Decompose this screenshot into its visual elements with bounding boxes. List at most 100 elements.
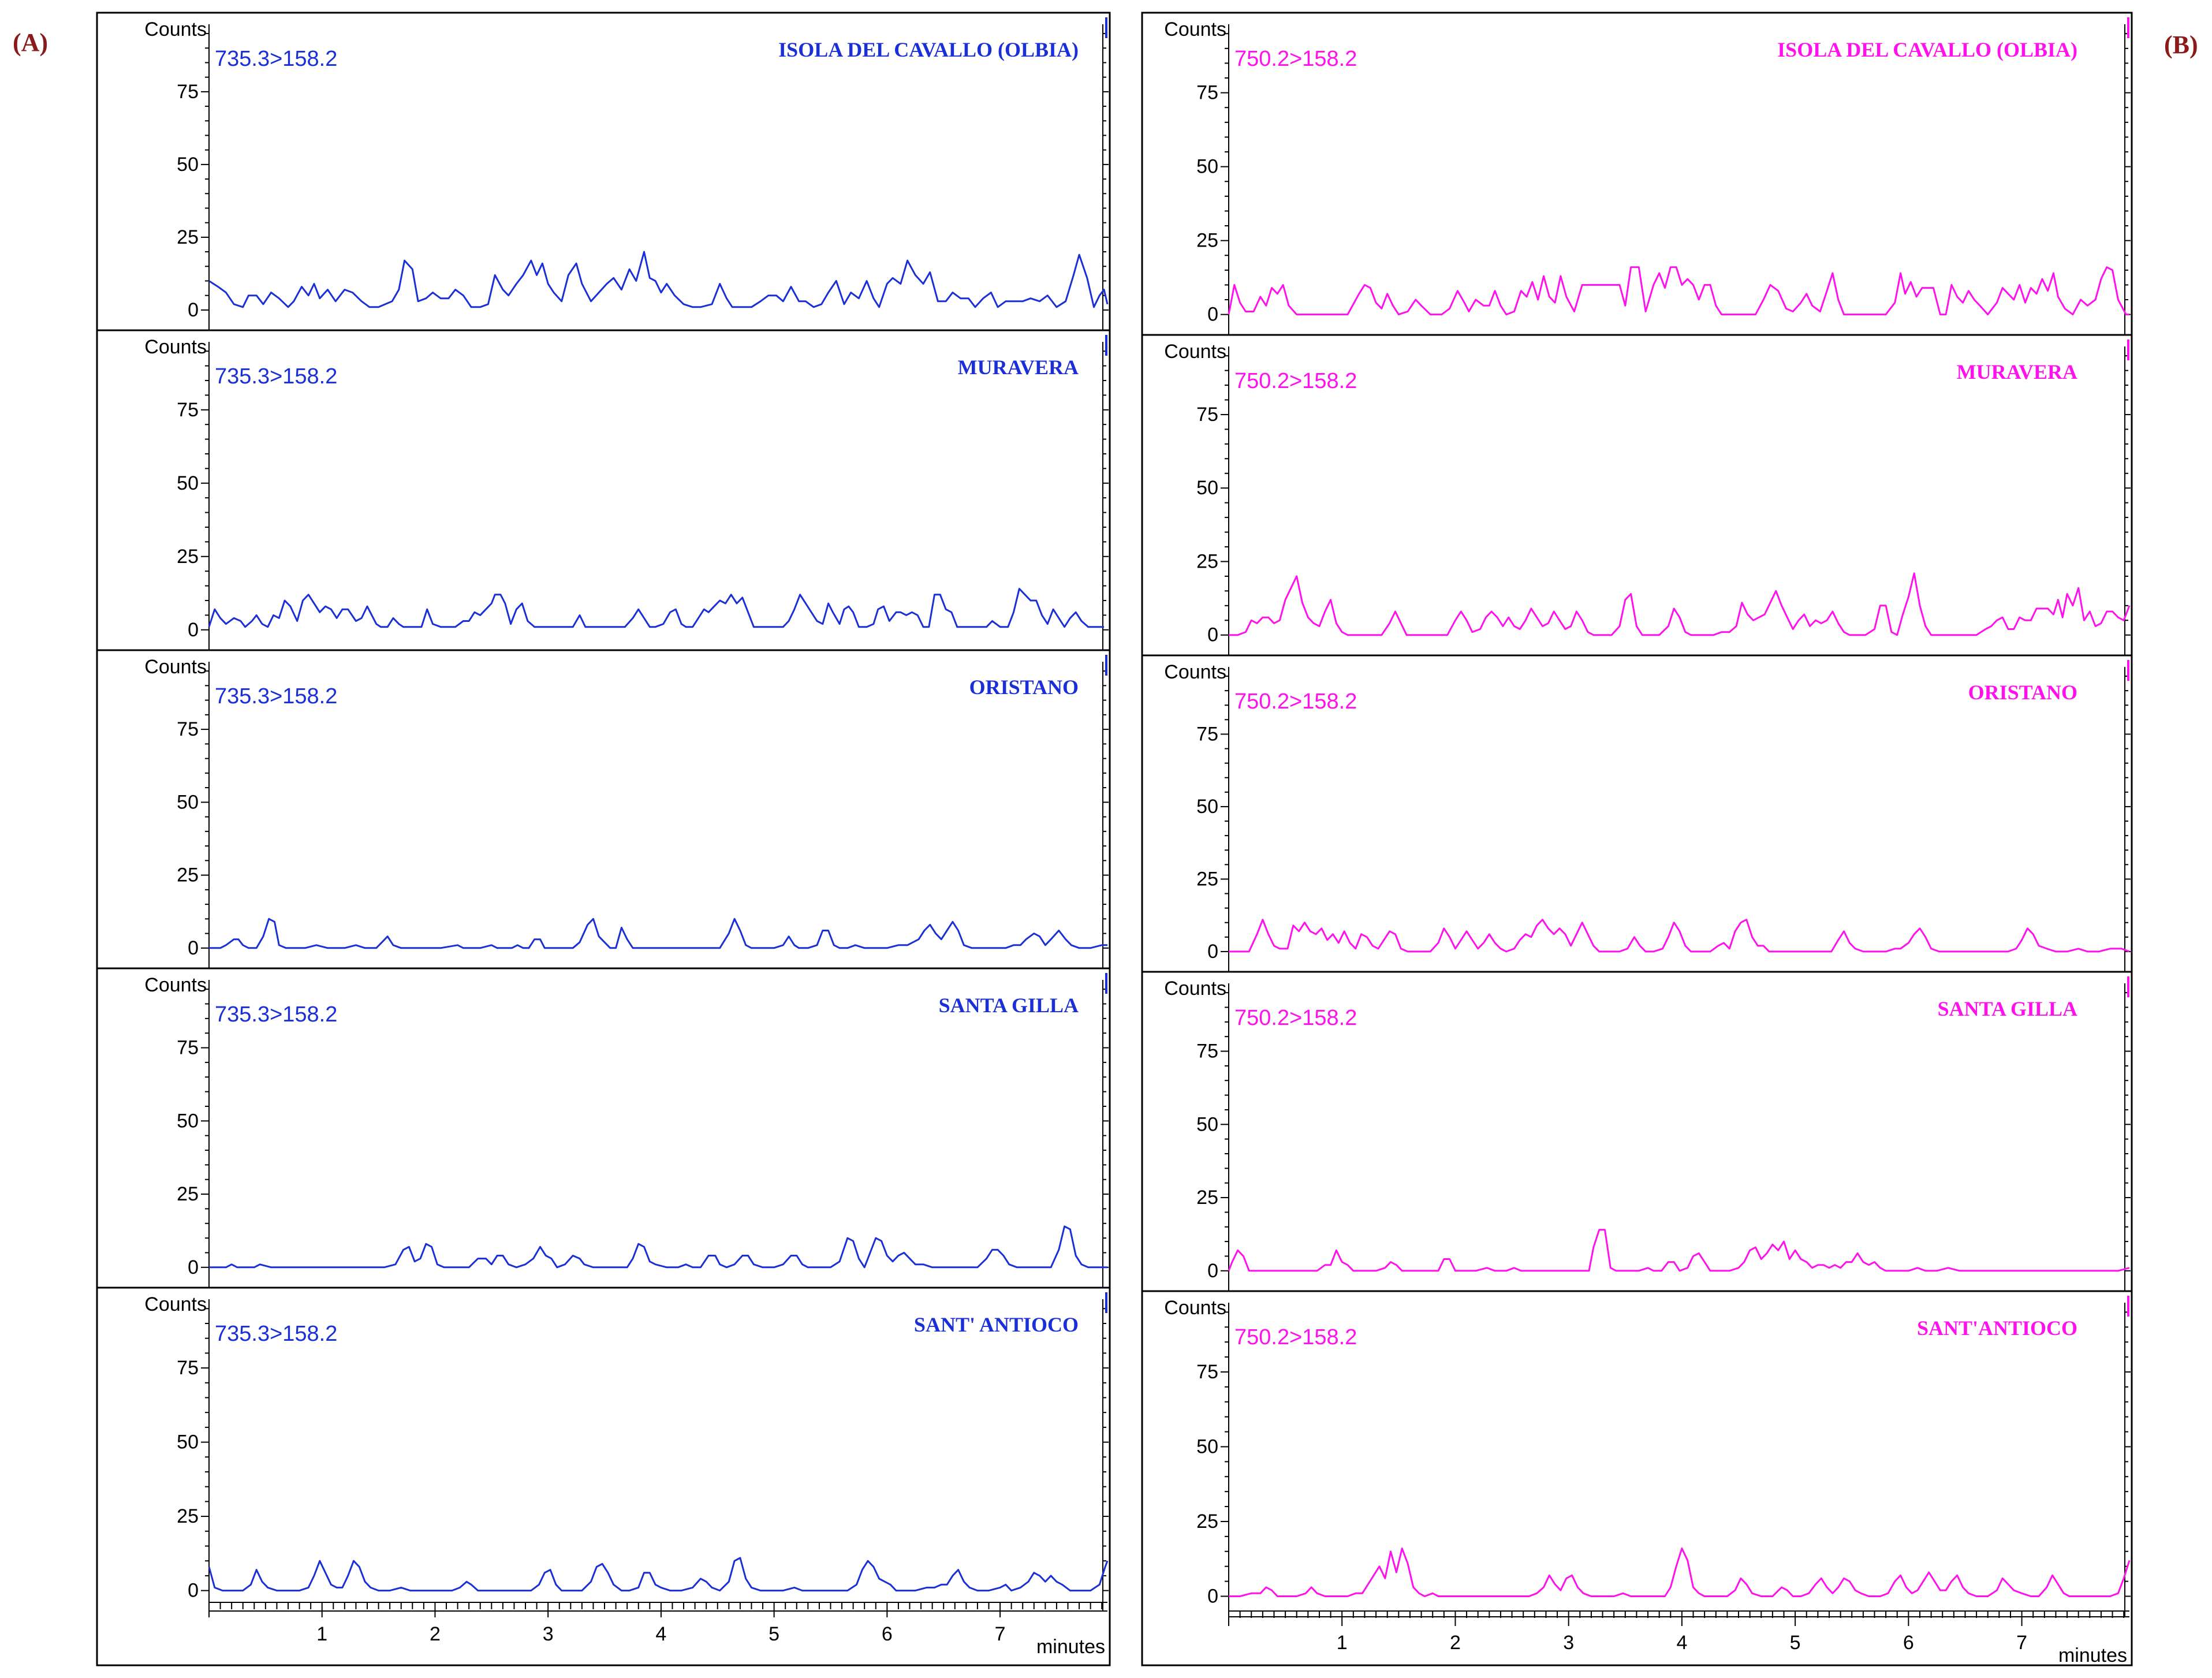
x-tick-label: 1 (316, 1623, 327, 1645)
y-tick-label: 50 (177, 154, 199, 176)
y-axis-label: Counts (144, 1293, 207, 1315)
trace-panel: 0 25 50 75 Counts 750.2>158.2 ISOLA DEL CAVALL… (1164, 17, 2131, 335)
x-tick-label: 4 (655, 1623, 666, 1645)
x-tick-label: 2 (430, 1623, 441, 1645)
x-tick-label: 7 (995, 1623, 1006, 1645)
y-tick-label: 75 (1196, 404, 1218, 426)
trace-panel: 0 25 50 75 Counts 750.2>158.2 ORISTANO (1142, 654, 2132, 972)
y-axis-label: Counts (144, 974, 207, 996)
trace-panel: 0 25 50 75 Counts 735.3>158.2 MURAVERA (97, 329, 1110, 651)
panel-label-b: (B) (2164, 31, 2198, 59)
x-tick-label: 7 (2016, 1632, 2027, 1654)
site-title: ORISTANO (1968, 681, 2077, 704)
chart-panel-b: 0 25 50 75 Counts 750.2>158.2 ISOLA DEL CAVALL… (1141, 12, 2133, 1666)
chromatogram-line (1229, 1548, 2131, 1597)
site-title: SANT' ANTIOCO (914, 1313, 1079, 1336)
trace-panel: 0 25 50 75 Counts 750.2>158.2 SANTA GILLA (1142, 971, 2132, 1292)
y-tick-label: 50 (177, 1431, 199, 1453)
transition-label: 750.2>158.2 (1234, 369, 1357, 393)
y-tick-label: 25 (1196, 1511, 1218, 1532)
y-tick-label: 25 (177, 546, 199, 568)
y-axis-label: Counts (144, 18, 207, 40)
x-tick-label: 6 (1903, 1632, 1914, 1654)
x-axis-label: minutes (2058, 1645, 2127, 1666)
chromatogram-line (1228, 1229, 2130, 1272)
x-tick-label: 4 (1676, 1632, 1687, 1654)
y-tick-label: 50 (1196, 1113, 1218, 1135)
site-title: MURAVERA (958, 356, 1079, 379)
chromatogram-line (1229, 572, 2131, 636)
y-axis-label: Counts (1164, 1297, 1226, 1319)
y-tick-label: 0 (188, 1256, 199, 1278)
y-tick-label: 50 (1196, 796, 1218, 818)
transition-label: 735.3>158.2 (215, 364, 337, 389)
y-tick-label: 50 (177, 1110, 199, 1132)
trace-panel: 0 25 50 75 Counts 735.3>158.2 ISOLA DEL CAVALL… (144, 17, 1109, 331)
y-axis-label: Counts (1164, 978, 1226, 1000)
x-axis-label: minutes (1036, 1636, 1105, 1658)
y-tick-label: 50 (1196, 1435, 1218, 1457)
transition-label: 735.3>158.2 (215, 47, 337, 71)
y-tick-label: 50 (1196, 156, 1218, 178)
y-tick-label: 25 (1196, 868, 1218, 890)
trace-panel: 0 25 50 75 Counts 735.3>158.2 SANTA GILLA (97, 967, 1110, 1288)
y-axis-label: Counts (144, 656, 207, 678)
chromatogram-line (208, 588, 1105, 628)
trace-panel: 0 25 50 75 Counts 750.2>158.2 MURAVERA (1142, 334, 2132, 656)
site-title: SANT'ANTIOCO (1917, 1317, 2077, 1340)
y-tick-label: 50 (177, 472, 199, 494)
trace-panel: 0 25 50 75 Counts 750.2>158.2 SANT'ANTIOCO (1142, 1290, 2132, 1617)
y-axis-label: Counts (1164, 661, 1226, 683)
y-tick-label: 75 (1196, 1361, 1218, 1383)
transition-label: 750.2>158.2 (1234, 1325, 1357, 1349)
transition-label: 735.3>158.2 (215, 684, 337, 709)
y-tick-label: 0 (188, 1580, 199, 1602)
y-tick-label: 75 (177, 1357, 199, 1379)
panel-label-a: (A) (13, 28, 48, 57)
y-tick-label: 25 (1196, 1187, 1218, 1209)
chromatogram-line (208, 251, 1109, 308)
y-tick-label: 0 (188, 619, 199, 641)
site-title: ISOLA DEL CAVALLO (OLBIA) (1777, 38, 2077, 61)
chromatogram-line (1228, 266, 2129, 316)
y-tick-label: 0 (188, 937, 199, 959)
chromatogram-line (1229, 919, 2130, 953)
transition-label: 735.3>158.2 (215, 1002, 337, 1027)
chart-frame (1141, 12, 2133, 1666)
y-axis-label: Counts (1164, 18, 1226, 40)
y-tick-label: 75 (177, 81, 199, 103)
transition-label: 750.2>158.2 (1234, 1006, 1357, 1030)
y-tick-label: 0 (188, 299, 199, 321)
y-tick-label: 0 (1207, 304, 1218, 326)
transition-label: 750.2>158.2 (1234, 689, 1357, 714)
transition-label: 750.2>158.2 (1234, 47, 1357, 71)
y-tick-label: 25 (177, 1183, 199, 1205)
y-tick-label: 0 (1207, 624, 1218, 646)
y-axis-label: Counts (1164, 341, 1226, 363)
trace-panel: 0 25 50 75 Counts 735.3>158.2 SANT' ANTIOCO (97, 1287, 1110, 1612)
y-tick-label: 50 (1196, 477, 1218, 499)
y-tick-label: 75 (1196, 82, 1218, 104)
x-tick-label: 1 (1337, 1632, 1348, 1654)
chromatogram-line (209, 1225, 1107, 1269)
chromatogram-line (209, 918, 1107, 949)
y-tick-label: 75 (177, 1037, 199, 1059)
site-title: SANTA GILLA (939, 994, 1079, 1017)
y-tick-label: 25 (1196, 550, 1218, 572)
y-tick-label: 25 (177, 864, 199, 886)
y-tick-label: 0 (1207, 1260, 1218, 1282)
site-title: SANTA GILLA (1938, 997, 2077, 1020)
y-tick-label: 25 (177, 226, 199, 248)
x-tick-label: 2 (1450, 1632, 1461, 1654)
transition-label: 735.3>158.2 (215, 1322, 337, 1346)
y-axis-label: Counts (144, 336, 207, 358)
y-tick-label: 50 (177, 791, 199, 813)
x-tick-label: 5 (769, 1623, 779, 1645)
site-title: MURAVERA (1957, 360, 2077, 383)
chart-frame (96, 12, 1111, 1666)
x-tick-label: 3 (1563, 1632, 1574, 1654)
chromatogram-line (208, 1557, 1109, 1592)
x-tick-label: 6 (882, 1623, 893, 1645)
